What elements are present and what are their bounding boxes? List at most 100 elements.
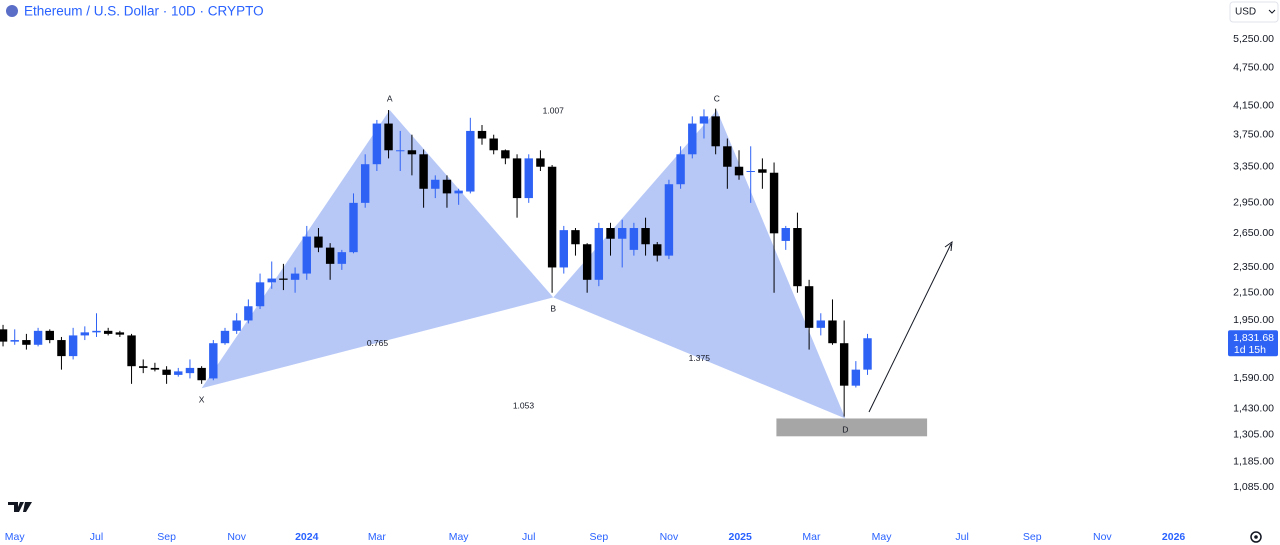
candle-body xyxy=(711,116,720,147)
y-tick-label: 4,750.00 xyxy=(1233,61,1274,73)
candle-body xyxy=(57,340,66,357)
dropdown-caret xyxy=(1268,9,1276,14)
candle-body xyxy=(68,335,78,357)
candle-body xyxy=(594,228,604,280)
candle-body xyxy=(454,190,463,194)
candle-body xyxy=(734,166,744,176)
x-tick-label: May xyxy=(5,531,26,543)
candle-body xyxy=(582,244,592,280)
fib-ratio: 1.007 xyxy=(543,105,565,115)
fib-ratio: 1.053 xyxy=(513,401,535,411)
candle-body xyxy=(115,332,125,335)
candle-body xyxy=(22,340,31,345)
x-tick-label: May xyxy=(449,531,470,543)
candle-body xyxy=(232,320,241,331)
candle-body xyxy=(302,236,311,274)
pattern-point-label: X xyxy=(199,395,205,405)
y-tick-label: 2,150.00 xyxy=(1233,287,1274,299)
y-tick-label: 1,185.00 xyxy=(1233,456,1274,468)
candle-body xyxy=(279,278,288,280)
candle-body xyxy=(314,236,323,248)
candle-body xyxy=(536,158,545,167)
x-tick-label: Sep xyxy=(589,531,608,543)
candle-body xyxy=(407,150,417,155)
candle-body xyxy=(839,343,849,386)
x-tick-label: Sep xyxy=(157,531,176,543)
x-tick-label: Mar xyxy=(802,531,821,543)
candle-body xyxy=(150,367,160,370)
currency-dropdown[interactable] xyxy=(1229,1,1279,23)
y-tick-label: 5,250.00 xyxy=(1233,33,1274,45)
candle-body xyxy=(33,330,43,345)
y-tick-label: 4,150.00 xyxy=(1233,100,1274,112)
candle-body xyxy=(571,230,580,245)
candle-body xyxy=(851,369,861,386)
y-tick-label: 1,085.00 xyxy=(1233,481,1274,493)
candle-body xyxy=(512,158,522,199)
candle-body xyxy=(653,244,662,256)
candle-body xyxy=(290,273,300,280)
candle-body xyxy=(547,166,557,268)
candle-body xyxy=(103,330,113,334)
candle-body xyxy=(524,158,533,199)
pattern-triangle xyxy=(553,110,846,419)
candle-body xyxy=(162,369,171,375)
candle-body xyxy=(804,286,814,328)
candle-body xyxy=(863,338,872,370)
pattern-point-label: B xyxy=(550,304,556,314)
candle-body xyxy=(723,146,732,167)
candle-body xyxy=(816,320,825,328)
x-tick-label: Nov xyxy=(660,531,679,543)
pattern-point-label: A xyxy=(387,93,393,103)
currency-label: USD xyxy=(1235,7,1256,18)
candle-body xyxy=(442,179,452,194)
candle-body xyxy=(45,330,54,341)
candle-body xyxy=(325,247,335,264)
candle-body xyxy=(174,371,183,375)
projection-arrow xyxy=(868,240,953,413)
x-tick-label: Jul xyxy=(955,531,968,543)
candle-body xyxy=(197,367,206,381)
candle-body xyxy=(349,202,358,253)
x-tick-label: Nov xyxy=(1093,531,1112,543)
candle-body xyxy=(629,228,639,250)
candle-body xyxy=(384,123,393,151)
countdown-label: 1d 15h xyxy=(1234,344,1266,356)
candle-body xyxy=(501,150,510,159)
coin-icon xyxy=(6,5,18,17)
candle-body xyxy=(466,130,475,192)
candle-body xyxy=(244,306,253,321)
fib-ratio: 1.375 xyxy=(689,353,711,363)
candle-body xyxy=(419,154,428,189)
last-price-label: 1,831.68 xyxy=(1233,332,1274,344)
last-price-badge xyxy=(1228,330,1278,357)
y-tick-label: 3,750.00 xyxy=(1233,128,1274,140)
candle-body xyxy=(641,228,650,245)
x-tick-label: Mar xyxy=(368,531,387,543)
candle-body xyxy=(431,179,440,189)
x-tick-label: Jul xyxy=(522,531,535,543)
candle-body xyxy=(606,228,615,239)
candle-body xyxy=(676,154,685,185)
y-tick-label: 1,590.00 xyxy=(1233,372,1274,384)
x-tick-label: 2025 xyxy=(729,531,753,543)
candle-body xyxy=(0,329,8,342)
candle-body xyxy=(746,171,755,173)
y-tick-label: 2,350.00 xyxy=(1233,261,1274,273)
candle-body xyxy=(220,330,230,344)
candle-body xyxy=(699,116,709,124)
candle-body xyxy=(793,228,802,287)
candle-body xyxy=(664,184,674,256)
x-tick-label: May xyxy=(872,531,893,543)
candle-body xyxy=(396,150,405,152)
symbol-title: Ethereum / U.S. Dollar · 10D · CRYPTO xyxy=(24,4,264,19)
candle-body xyxy=(758,169,767,173)
x-tick-label: 2024 xyxy=(295,531,319,543)
y-tick-label: 2,650.00 xyxy=(1233,227,1274,239)
settings-icon[interactable] xyxy=(1250,531,1262,543)
pattern-triangle xyxy=(201,110,554,389)
candle-body xyxy=(337,252,347,264)
pattern-point-label: D xyxy=(842,425,848,435)
prz-zone xyxy=(776,418,928,437)
